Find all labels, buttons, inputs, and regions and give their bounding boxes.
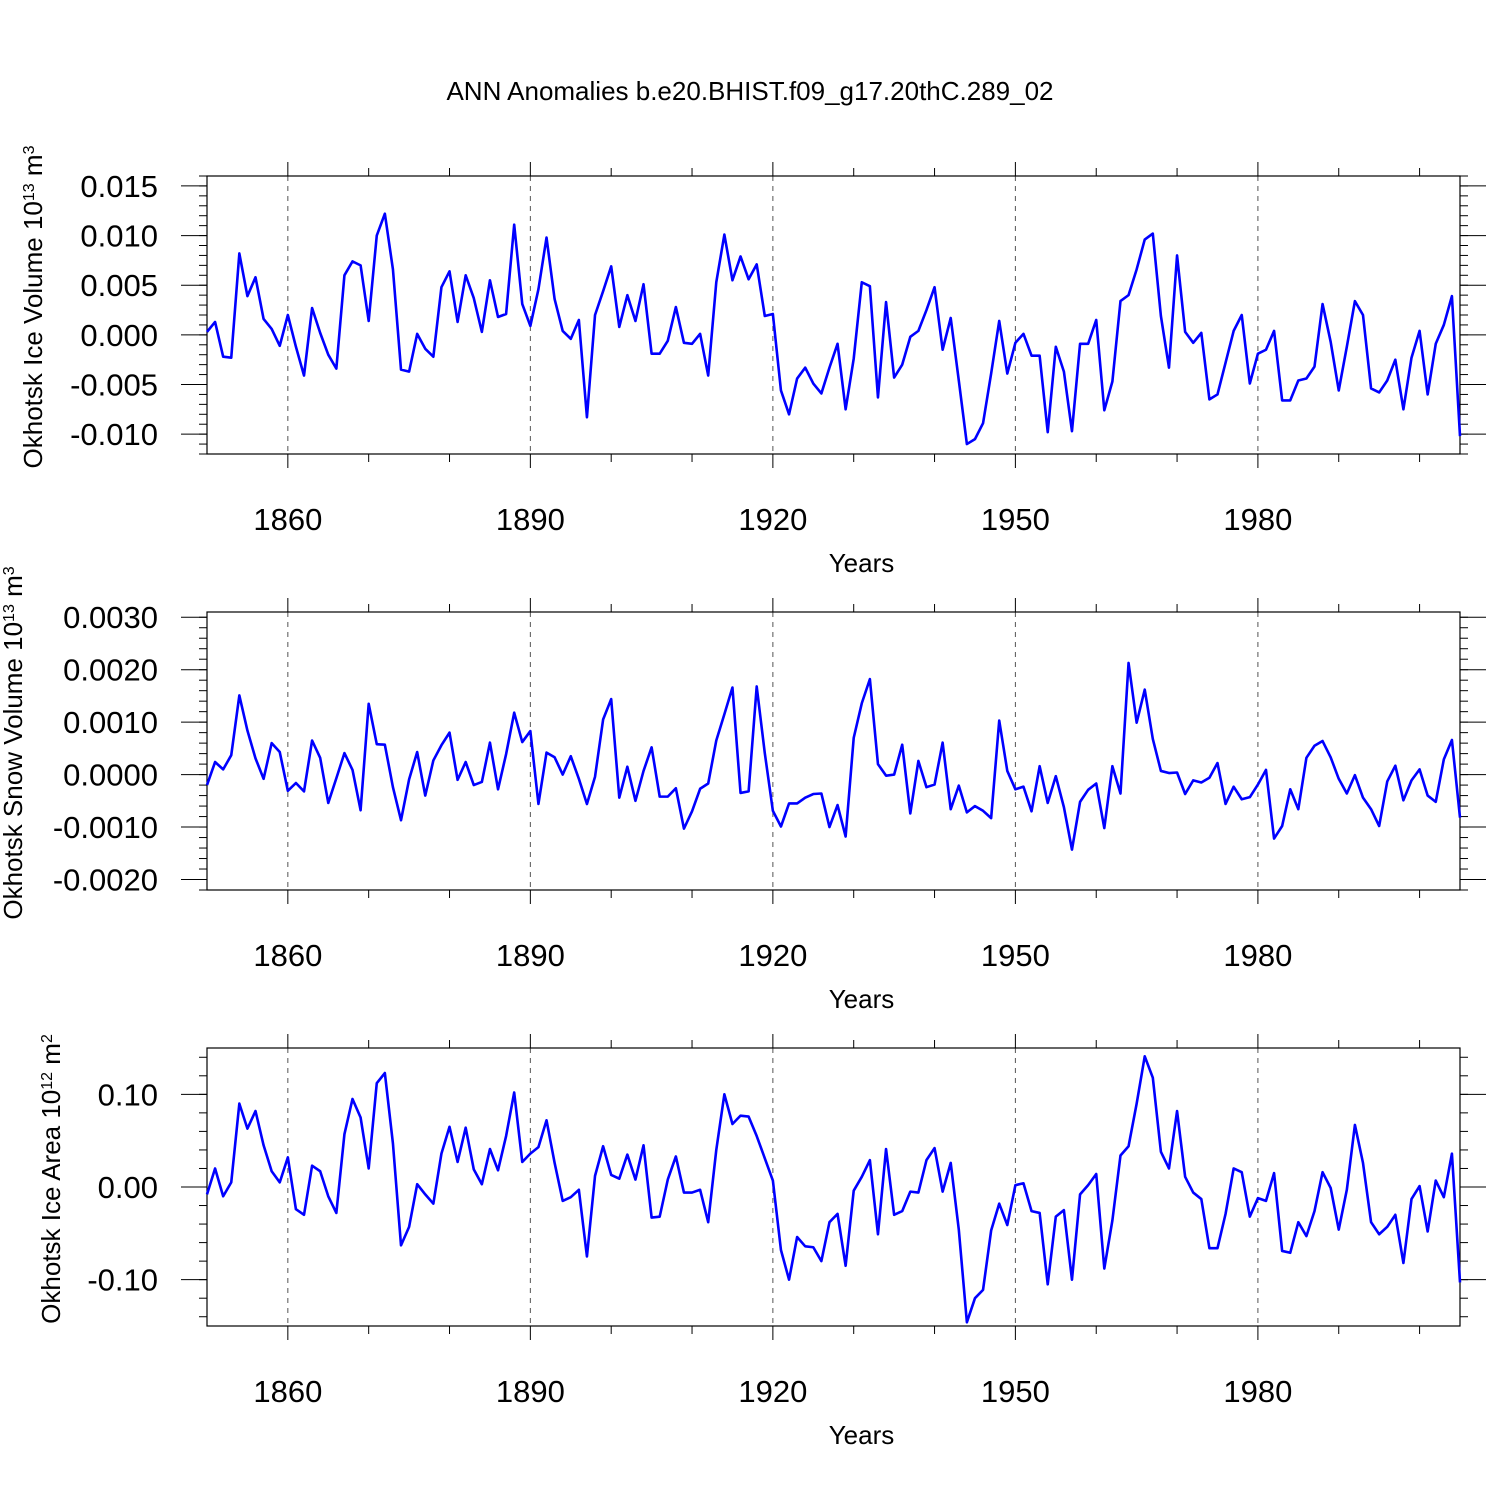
plot-frame (206, 611, 1461, 891)
x-tick-label: 1950 (981, 938, 1050, 973)
x-axis-label: Years (829, 984, 895, 1014)
figure-title: ANN Anomalies b.e20.BHIST.f09_g17.20thC.… (446, 76, 1053, 106)
y-tick-label: -0.005 (70, 368, 158, 403)
plot-frame (206, 175, 1461, 455)
panel-2: 1860 1890 1920 1950 1980 0.0030 0.0020 0.0010 0.… (0, 566, 1486, 1014)
y-tick-label: 0.0010 (63, 705, 158, 740)
x-tick-label: 1860 (253, 938, 322, 973)
y-tick-label: -0.0020 (53, 863, 158, 898)
x-tick-label: 1890 (496, 502, 565, 537)
y-tick-label: -0.010 (70, 417, 158, 452)
x-tick-label: 1980 (1223, 938, 1292, 973)
x-tick-label: 1920 (738, 502, 807, 537)
y-axis-label: Okhotsk Snow Volume 1013 m3 (0, 566, 28, 919)
x-tick-label: 1950 (981, 502, 1050, 537)
panels: 1860 1890 1920 1950 19800.0150.0100.0050.000… (0, 145, 1486, 1450)
y-tick-label: 0.015 (80, 169, 158, 204)
x-tick-label: 1980 (1223, 502, 1292, 537)
x-tick-label: 1860 (253, 1374, 322, 1409)
x-axis-label: Years (829, 1420, 895, 1450)
y-tick-label: 0.000 (80, 318, 158, 353)
data-series-line (205, 661, 1462, 851)
y-tick-label: -0.0010 (53, 810, 158, 845)
y-axis-label: Okhotsk Ice Area 1012 m2 (36, 1034, 66, 1324)
y-tick-label: 0.00 (98, 1170, 158, 1205)
y-tick-label: 0.0030 (63, 600, 158, 635)
plot-frame (206, 1047, 1461, 1327)
y-tick-label: 0.10 (98, 1077, 158, 1112)
y-tick-label: 0.005 (80, 268, 158, 303)
y-tick-label: -0.10 (87, 1263, 158, 1298)
y-tick-label: 0.0020 (63, 653, 158, 688)
y-axis-label: Okhotsk Ice Volume 1013 m3 (18, 145, 48, 468)
panel-3: 1860 1890 1920 1950 1980 0.10 0.00 -0.10 Years Ok… (36, 1034, 1486, 1450)
y-tick-label: 0.010 (80, 219, 158, 254)
x-tick-label: 1860 (253, 502, 322, 537)
panel-1: 1860 1890 1920 1950 1980 0.015 0.010 0.005 0.000… (18, 145, 1486, 578)
data-series-line (205, 212, 1462, 446)
x-tick-label: 1920 (738, 1374, 807, 1409)
x-tick-label: 1950 (981, 1374, 1050, 1409)
y-tick-label: 0.0000 (63, 758, 158, 793)
x-tick-label: 1890 (496, 1374, 565, 1409)
x-tick-label: 1980 (1223, 1374, 1292, 1409)
x-axis-label: Years (829, 548, 895, 578)
x-tick-label: 1920 (738, 938, 807, 973)
x-tick-label: 1890 (496, 938, 565, 973)
data-series-line (205, 1055, 1462, 1324)
